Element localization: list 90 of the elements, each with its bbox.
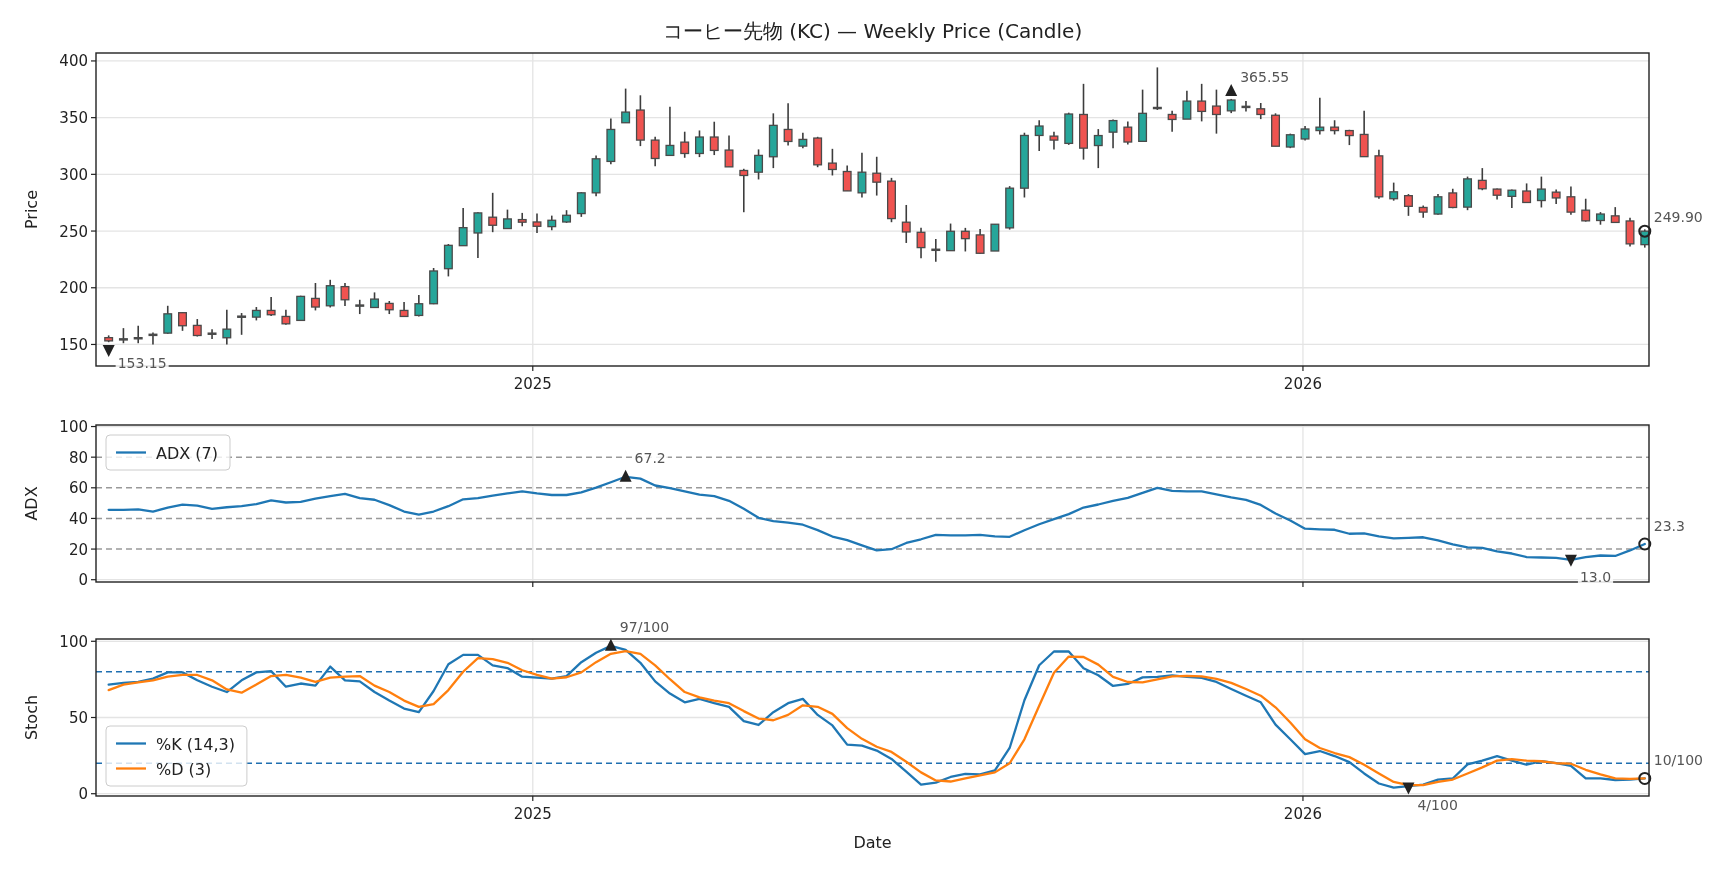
- y-tick-label: 100: [59, 418, 88, 437]
- candlestick: [665, 105, 675, 157]
- x-tick-label: 2025: [513, 805, 552, 823]
- y-tick-label: 80: [68, 448, 88, 467]
- y-axis-title: Price: [22, 189, 41, 230]
- candlestick: [916, 227, 926, 260]
- candlestick: [709, 120, 719, 156]
- annotation: 249.90: [1653, 209, 1703, 226]
- annotation: 23.3: [1653, 517, 1685, 534]
- y-tick-label: 150: [59, 335, 88, 354]
- annotation: 4/100: [1417, 797, 1458, 814]
- candlestick: [783, 102, 793, 147]
- legend-label: %K (14,3): [156, 734, 235, 754]
- candlestick: [310, 282, 320, 312]
- candlestick: [237, 312, 247, 336]
- y-tick-label: 20: [68, 540, 88, 559]
- candlestick: [1211, 88, 1221, 135]
- y-tick-label: 50: [68, 709, 88, 727]
- annotation: 67.2: [634, 450, 666, 467]
- y-tick-label: 300: [59, 165, 88, 184]
- candlestick: [266, 296, 276, 317]
- candlestick: [222, 308, 232, 346]
- candlestick: [325, 279, 335, 309]
- candlestick: [650, 136, 660, 167]
- candlestick: [1433, 193, 1443, 216]
- candlestick: [1389, 181, 1399, 202]
- candlestick: [1625, 216, 1635, 248]
- y-axis-title: ADX: [22, 486, 41, 521]
- candlestick: [739, 167, 749, 214]
- candlestick: [754, 148, 764, 181]
- candlestick: [901, 204, 911, 244]
- candlestick: [842, 164, 852, 192]
- legend-label: ADX (7): [156, 443, 218, 463]
- candlestick: [1403, 193, 1413, 217]
- candlestick: [1522, 182, 1532, 204]
- candlestick: [621, 87, 631, 124]
- y-tick-label: 40: [68, 509, 88, 528]
- candlestick: [1034, 119, 1044, 152]
- candlestick: [532, 212, 542, 234]
- candlestick: [694, 129, 704, 158]
- candlestick: [680, 130, 690, 159]
- y-tick-label: 0: [78, 571, 88, 590]
- candlestick: [960, 227, 970, 253]
- candlestick: [443, 243, 453, 278]
- candlestick: [1167, 109, 1177, 133]
- candlestick: [1359, 109, 1369, 158]
- candlestick: [857, 152, 867, 199]
- candlestick: [458, 207, 468, 247]
- y-tick-label: 100: [59, 632, 88, 651]
- annotation: 97/100: [619, 619, 670, 636]
- candlestick: [576, 191, 586, 218]
- y-tick-label: 60: [68, 479, 88, 498]
- x-tick-label: 2025: [513, 375, 552, 393]
- chart-title: コーヒー先物 (KC) — Weekly Price (Candle): [662, 19, 1083, 43]
- candlestick: [1182, 89, 1192, 120]
- x-tick-label: 2026: [1283, 375, 1323, 393]
- annotation: 153.15: [117, 354, 167, 371]
- candlestick: [975, 228, 985, 255]
- candlestick: [1123, 120, 1133, 146]
- legend-label: %D (3): [156, 759, 212, 779]
- candlestick: [1536, 175, 1546, 209]
- candlestick: [1197, 83, 1207, 123]
- annotation: 365.55: [1240, 69, 1290, 86]
- candlestick: [340, 282, 350, 307]
- legend: ADX (7): [105, 434, 231, 471]
- candlestick: [946, 222, 956, 252]
- candlestick: [488, 192, 498, 233]
- candlestick: [502, 208, 512, 230]
- y-tick-label: 400: [59, 52, 88, 71]
- y-tick-label: 200: [59, 279, 88, 298]
- y-axis-title: Stoch: [22, 694, 41, 741]
- annotation: 10/100: [1653, 751, 1704, 768]
- y-tick-label: 350: [59, 109, 88, 128]
- candlestick: [178, 311, 187, 332]
- candlestick: [1581, 197, 1591, 223]
- candlestick: [355, 298, 365, 315]
- x-tick-label: 2026: [1283, 805, 1323, 823]
- candlestick: [1566, 185, 1576, 216]
- candlestick: [473, 211, 483, 259]
- candlestick: [827, 148, 837, 177]
- candlestick: [1477, 167, 1487, 192]
- candlestick: [1108, 118, 1118, 149]
- y-tick-label: 0: [78, 785, 88, 804]
- x-axis-title: Date: [853, 833, 892, 852]
- candlestick: [872, 155, 882, 197]
- candlestick: [1093, 128, 1103, 169]
- y-tick-label: 250: [59, 222, 88, 241]
- annotation: 13.0: [1579, 569, 1612, 586]
- candlestick: [724, 134, 734, 168]
- candlestick: [163, 304, 173, 335]
